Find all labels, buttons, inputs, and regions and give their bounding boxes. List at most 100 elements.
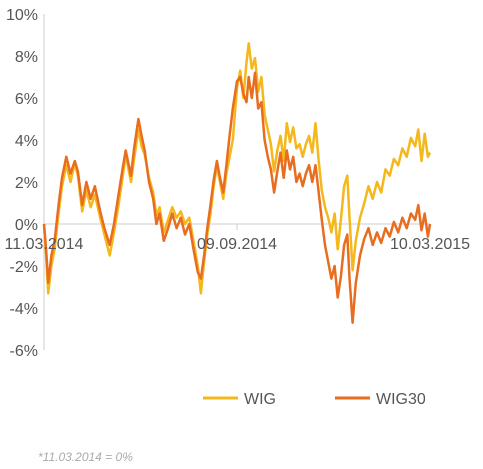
y-tick-label: 2% [15,175,38,192]
data-point-wig30 [184,234,186,236]
data-point-wig30 [203,255,205,257]
data-point-wig30 [94,185,96,187]
data-point-wig [380,192,382,194]
data-point-wig [302,156,304,158]
data-point-wig30 [421,229,423,231]
data-point-wig30 [236,80,238,82]
data-point-wig30 [305,173,307,175]
series-wig [42,42,432,295]
data-point-wig [276,150,278,152]
data-point-wig [286,122,288,124]
data-point-wig30 [393,221,395,223]
data-point-wig30 [77,171,79,173]
data-point-wig [324,206,326,208]
data-point-wig30 [346,234,348,236]
data-point-wig [340,219,342,221]
data-point-wig30 [318,192,320,194]
data-point-wig [264,114,266,116]
data-point-wig30 [74,160,76,162]
data-point-wig [246,61,248,63]
data-point-wig30 [283,177,285,179]
data-point-wig30 [295,181,297,183]
data-point-wig30 [148,181,150,183]
data-point-wig30 [197,271,199,273]
data-point-wig [222,198,224,200]
data-point-wig30 [330,278,332,280]
data-point-wig30 [299,173,301,175]
data-point-wig [334,213,336,215]
data-point-wig30 [122,168,124,170]
data-point-wig30 [340,276,342,278]
data-point-wig30 [43,223,45,225]
data-point-wig30 [363,238,365,240]
data-point-wig30 [348,276,350,278]
data-point-wig30 [113,223,115,225]
data-point-wig [141,145,143,147]
y-tick-label: -6% [10,343,38,360]
data-point-wig30 [85,181,87,183]
data-point-wig30 [380,242,382,244]
data-point-wig30 [270,168,272,170]
data-point-wig [330,231,332,233]
x-tick-labels: 11.03.2014 09.09.2014 10.03.2015 [5,236,471,253]
data-point-wig30 [222,192,224,194]
data-point-wig30 [337,297,339,299]
data-point-wig [171,206,173,208]
data-point-wig [397,164,399,166]
legend-label-wig30: WIG30 [376,391,426,408]
data-point-wig30 [109,244,111,246]
data-point-wig30 [225,164,227,166]
data-point-wig [427,156,429,158]
data-point-wig [305,143,307,145]
legend-item-wig: WIG [203,391,276,408]
data-point-wig [299,143,301,145]
data-point-wig30 [167,227,169,229]
data-point-wig [248,42,250,44]
data-point-wig [295,147,297,149]
data-point-wig30 [273,192,275,194]
data-point-wig30 [286,150,288,152]
data-point-wig30 [81,204,83,206]
data-point-wig30 [308,164,310,166]
data-point-wig30 [292,156,294,158]
data-point-wig [280,135,282,137]
data-point-wig30 [144,150,146,152]
data-point-wig30 [219,177,221,179]
data-point-wig30 [417,204,419,206]
data-point-wig [184,223,186,225]
data-point-wig [389,175,391,177]
data-point-wig [229,156,231,158]
data-point-wig30 [251,97,253,99]
y-tick-label: -4% [10,301,38,318]
y-tick-label: 10% [6,7,38,24]
data-point-wig [273,171,275,173]
data-point-wig30 [155,223,157,225]
data-point-wig [393,158,395,160]
data-point-wig [267,129,269,131]
data-point-wig30 [58,202,60,204]
data-point-wig30 [229,135,231,137]
data-point-wig [251,68,253,70]
data-point-wig [109,255,111,257]
data-point-wig30 [264,139,266,141]
data-point-wig30 [206,227,208,229]
data-point-wig30 [216,160,218,162]
data-point-wig [318,160,320,162]
data-point-wig [327,217,329,219]
data-point-wig30 [385,227,387,229]
data-point-wig [376,181,378,183]
data-point-wig30 [260,101,262,103]
data-point-wig30 [311,181,313,183]
data-point-wig [47,292,49,294]
data-point-wig [81,210,83,212]
data-point-wig [232,139,234,141]
data-point-wig [352,269,354,271]
data-point-wig [385,168,387,170]
data-point-wig30 [276,171,278,173]
data-point-wig30 [137,118,139,120]
data-point-wig30 [176,227,178,229]
data-point-wig30 [200,278,202,280]
data-point-wig30 [359,255,361,257]
data-point-wig30 [410,213,412,215]
data-point-wig [180,210,182,212]
